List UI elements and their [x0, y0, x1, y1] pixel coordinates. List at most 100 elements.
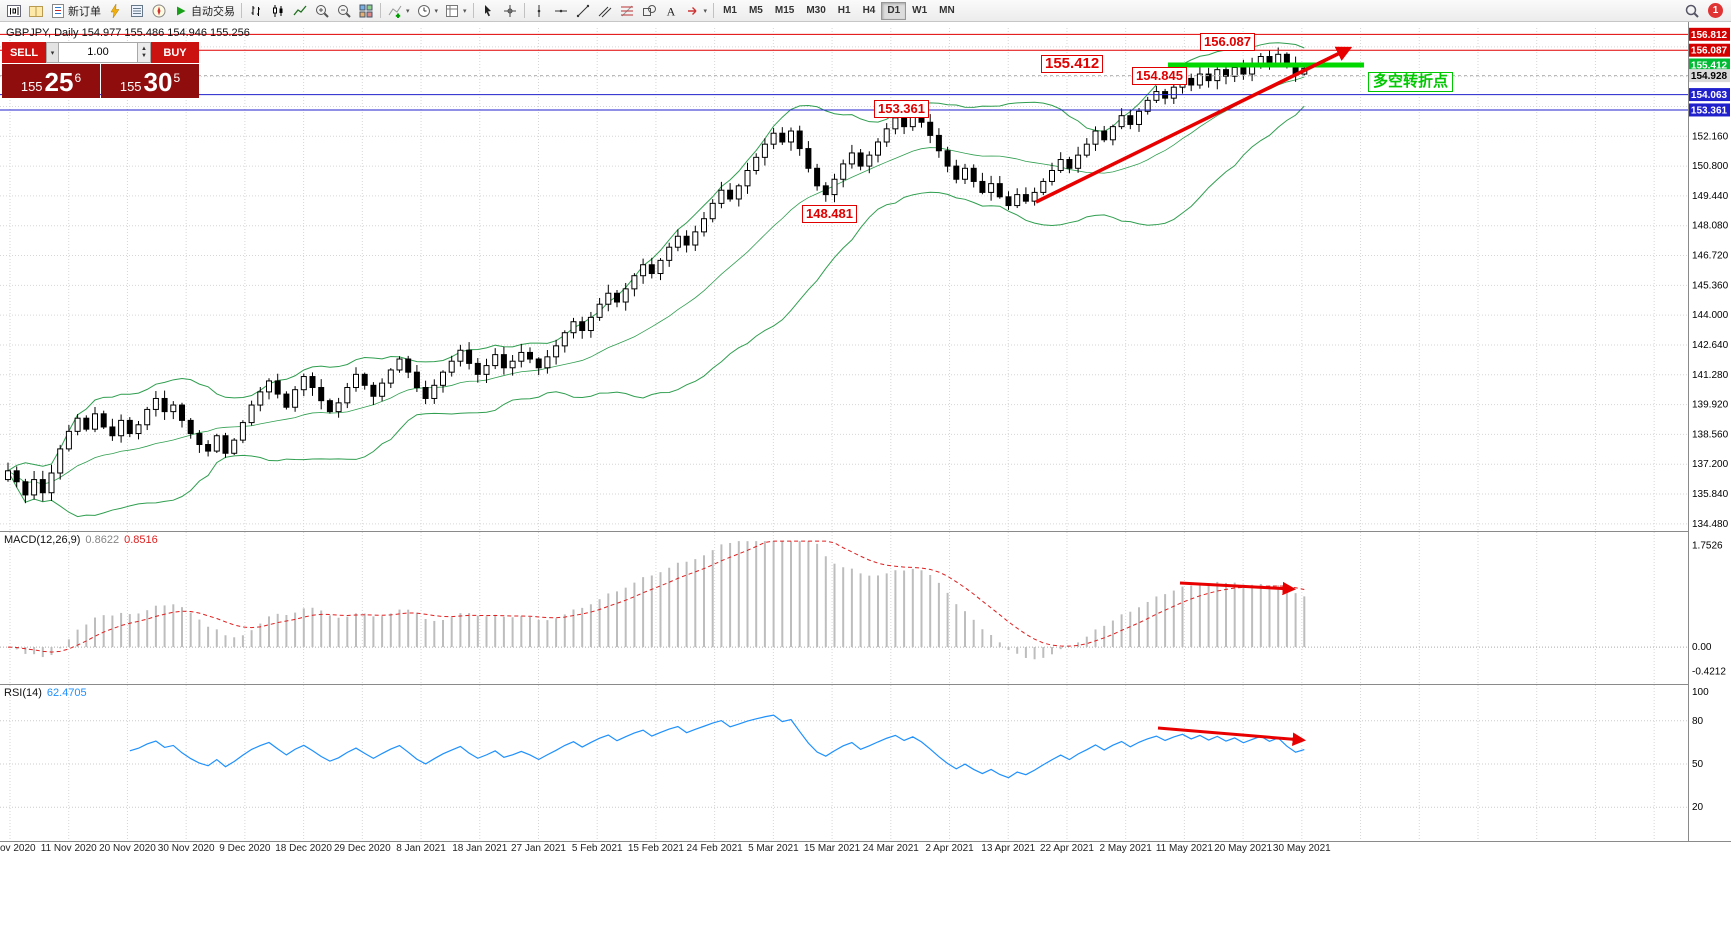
timeframe-m30-button[interactable]: M30: [800, 2, 831, 20]
date-label: 15 Mar 2021: [804, 843, 861, 854]
price-label-annotation[interactable]: 155.412: [1041, 55, 1104, 73]
equidistant-channel-button[interactable]: [594, 1, 616, 21]
price-marker-label: 154.063: [1691, 90, 1728, 101]
date-label: 15 Feb 2021: [628, 843, 685, 854]
line-chart-button[interactable]: [289, 1, 311, 21]
timeframe-m1-button[interactable]: M1: [717, 2, 743, 20]
notification-badge[interactable]: 1: [1708, 3, 1723, 18]
text-tool-button[interactable]: A: [660, 1, 682, 21]
price-axis-label: 152.160: [1692, 131, 1729, 142]
market-watch-button[interactable]: [104, 1, 126, 21]
date-label: 18 Dec 2020: [275, 843, 332, 854]
crosshair-button[interactable]: [499, 1, 521, 21]
stepper-up-icon[interactable]: ▲: [141, 45, 147, 52]
buy-price-point: 5: [173, 71, 181, 85]
main-toolbar: 新订单 自动交易 ▾ ▾ ▾ A ▾ M1 M5 M15 M30 H1 H4 D1 W1 MN 1: [0, 0, 1731, 22]
price-label-annotation[interactable]: 156.087: [1200, 33, 1255, 51]
macd-indicator-label: MACD(12,26,9) 0.8622 0.8516: [4, 534, 158, 546]
zoom-in-button[interactable]: [311, 1, 333, 21]
macd-signal-value: 0.8516: [124, 534, 158, 546]
fibonacci-retracement-icon: [620, 5, 633, 16]
buy-button[interactable]: BUY: [151, 42, 199, 63]
date-label: 20 May 2021: [1214, 843, 1272, 854]
timeframe-w1-button[interactable]: W1: [906, 2, 933, 20]
price-label-annotation[interactable]: 153.361: [874, 100, 929, 118]
volume-dropdown-icon[interactable]: ▾: [46, 42, 59, 63]
date-label: 13 Apr 2021: [981, 843, 1035, 854]
toolbar-separator: [523, 3, 525, 18]
indicators-button[interactable]: ▾: [384, 1, 413, 21]
price-axis-label: 135.840: [1692, 489, 1729, 500]
buy-price-display[interactable]: 155 30 5: [101, 64, 199, 98]
tile-windows-button[interactable]: [355, 1, 377, 21]
vertical-line-button[interactable]: [528, 1, 550, 21]
macd-main-value: 0.8622: [85, 534, 120, 546]
volume-input[interactable]: 1.00: [59, 42, 138, 63]
price-axis-label: 141.280: [1692, 370, 1729, 381]
market-watch-icon: [110, 2, 120, 18]
price-axis-label: 142.640: [1692, 340, 1729, 351]
price-marker-label: 156.812: [1691, 30, 1728, 41]
macd-axis-label: 0.00: [1692, 642, 1712, 653]
rsi-name: RSI(14): [4, 687, 42, 699]
fibonacci-retracement-button[interactable]: [616, 1, 638, 21]
price-label-annotation[interactable]: 148.481: [802, 205, 857, 223]
new-chart-button[interactable]: [3, 1, 25, 21]
candlestick-chart-button[interactable]: [267, 1, 289, 21]
volume-stepper[interactable]: ▲ ▼: [138, 42, 151, 63]
timeframe-h1-button[interactable]: H1: [832, 2, 857, 20]
timeframe-h4-button[interactable]: H4: [857, 2, 882, 20]
auto-trading-button[interactable]: 自动交易: [170, 1, 238, 21]
date-label: 30 Nov 2020: [158, 843, 215, 854]
price-axis-label: 139.920: [1692, 400, 1729, 411]
sell-price-display[interactable]: 155 25 6: [2, 64, 100, 98]
note-annotation[interactable]: 多空转折点: [1368, 72, 1454, 92]
bollinger-lower: [7, 105, 1305, 518]
search-icon[interactable]: [1681, 1, 1703, 21]
new-order-button[interactable]: 新订单: [47, 1, 104, 21]
profiles-button[interactable]: [25, 1, 47, 21]
data-window-icon: [131, 4, 143, 17]
date-label: 27 Jan 2021: [511, 843, 566, 854]
date-label: 2 Nov 2020: [0, 843, 36, 854]
timeframe-mn-button[interactable]: MN: [933, 2, 961, 20]
price-marker-box: [1689, 88, 1730, 102]
bar-chart-button[interactable]: [245, 1, 267, 21]
cursor-icon: [484, 4, 491, 16]
cursor-button[interactable]: [477, 1, 499, 21]
sell-price-point: 6: [74, 71, 82, 85]
periods-button[interactable]: ▾: [413, 1, 442, 21]
timeframe-m5-button[interactable]: M5: [743, 2, 769, 20]
timeframe-d1-button[interactable]: D1: [881, 1, 907, 20]
trendline-button[interactable]: [572, 1, 594, 21]
horizontal-line-button[interactable]: [550, 1, 572, 21]
new-chart-icon: [7, 4, 21, 17]
sell-price-pips: 25: [44, 67, 74, 97]
zoom-out-button[interactable]: [333, 1, 355, 21]
stepper-down-icon[interactable]: ▼: [141, 52, 147, 59]
trend-arrow[interactable]: [1035, 46, 1353, 204]
data-window-button[interactable]: [126, 1, 148, 21]
sell-button[interactable]: SELL: [2, 42, 46, 63]
date-label: 29 Dec 2020: [334, 843, 391, 854]
macd-name: MACD(12,26,9): [4, 534, 81, 546]
price-axis-label: 138.560: [1692, 429, 1729, 440]
templates-button[interactable]: ▾: [441, 1, 470, 21]
navigator-button[interactable]: [148, 1, 170, 21]
price-label-annotation[interactable]: 154.845: [1132, 67, 1187, 85]
arrows-tool-button[interactable]: ▾: [682, 1, 711, 21]
trendline-icon: [576, 4, 589, 17]
bar-chart-icon: [251, 5, 260, 16]
shapes-icon: [642, 4, 656, 16]
macd-axis-label: -0.4212: [1692, 666, 1726, 677]
rsi-arrow[interactable]: [1157, 726, 1307, 746]
price-axis-label: 146.720: [1692, 251, 1729, 262]
price-axis-label: 144.000: [1692, 310, 1729, 321]
rsi-axis-label: 100: [1692, 687, 1709, 698]
price-axis-label: 145.360: [1692, 280, 1729, 291]
shapes-button[interactable]: [638, 1, 660, 21]
timeframe-m15-button[interactable]: M15: [769, 2, 800, 20]
price-marker-box: [1689, 69, 1730, 83]
macd-arrow[interactable]: [1179, 581, 1297, 596]
